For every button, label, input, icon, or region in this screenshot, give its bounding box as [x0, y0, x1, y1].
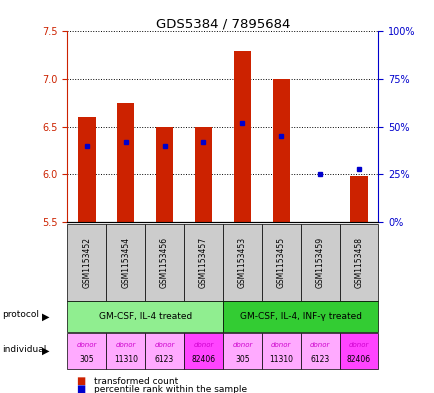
- Text: ■: ■: [76, 384, 85, 393]
- Text: 305: 305: [79, 355, 94, 364]
- Text: GSM1153453: GSM1153453: [237, 237, 247, 288]
- Text: donor: donor: [348, 342, 368, 347]
- Text: donor: donor: [193, 342, 213, 347]
- Text: 11310: 11310: [269, 355, 293, 364]
- Bar: [349, 176, 367, 222]
- Text: transformed count: transformed count: [93, 377, 178, 386]
- Text: donor: donor: [115, 342, 135, 347]
- Text: ▶: ▶: [42, 312, 49, 322]
- Text: protocol: protocol: [2, 310, 39, 319]
- Bar: [233, 50, 250, 222]
- Text: donor: donor: [232, 342, 252, 347]
- Text: GSM1153452: GSM1153452: [82, 237, 91, 288]
- Text: 6123: 6123: [310, 355, 329, 364]
- Text: 305: 305: [234, 355, 249, 364]
- Text: ▶: ▶: [42, 346, 49, 356]
- Text: GSM1153457: GSM1153457: [198, 237, 207, 288]
- Bar: [117, 103, 134, 222]
- Text: GSM1153454: GSM1153454: [121, 237, 130, 288]
- Text: 11310: 11310: [113, 355, 138, 364]
- Text: GSM1153456: GSM1153456: [160, 237, 169, 288]
- Text: 82406: 82406: [191, 355, 215, 364]
- Text: donor: donor: [76, 342, 97, 347]
- Text: individual: individual: [2, 345, 46, 354]
- Bar: [155, 127, 173, 222]
- Bar: [272, 79, 289, 222]
- Bar: [194, 127, 212, 222]
- Text: GSM1153455: GSM1153455: [276, 237, 285, 288]
- Text: 6123: 6123: [155, 355, 174, 364]
- Text: GSM1153458: GSM1153458: [354, 237, 363, 288]
- Text: donor: donor: [309, 342, 329, 347]
- Title: GDS5384 / 7895684: GDS5384 / 7895684: [155, 17, 289, 30]
- Text: 82406: 82406: [346, 355, 370, 364]
- Text: percentile rank within the sample: percentile rank within the sample: [93, 385, 246, 393]
- Text: donor: donor: [154, 342, 174, 347]
- Bar: [78, 117, 95, 222]
- Text: ■: ■: [76, 376, 85, 386]
- Text: GSM1153459: GSM1153459: [315, 237, 324, 288]
- Text: GM-CSF, IL-4, INF-γ treated: GM-CSF, IL-4, INF-γ treated: [239, 312, 361, 321]
- Text: donor: donor: [270, 342, 291, 347]
- Text: GM-CSF, IL-4 treated: GM-CSF, IL-4 treated: [99, 312, 191, 321]
